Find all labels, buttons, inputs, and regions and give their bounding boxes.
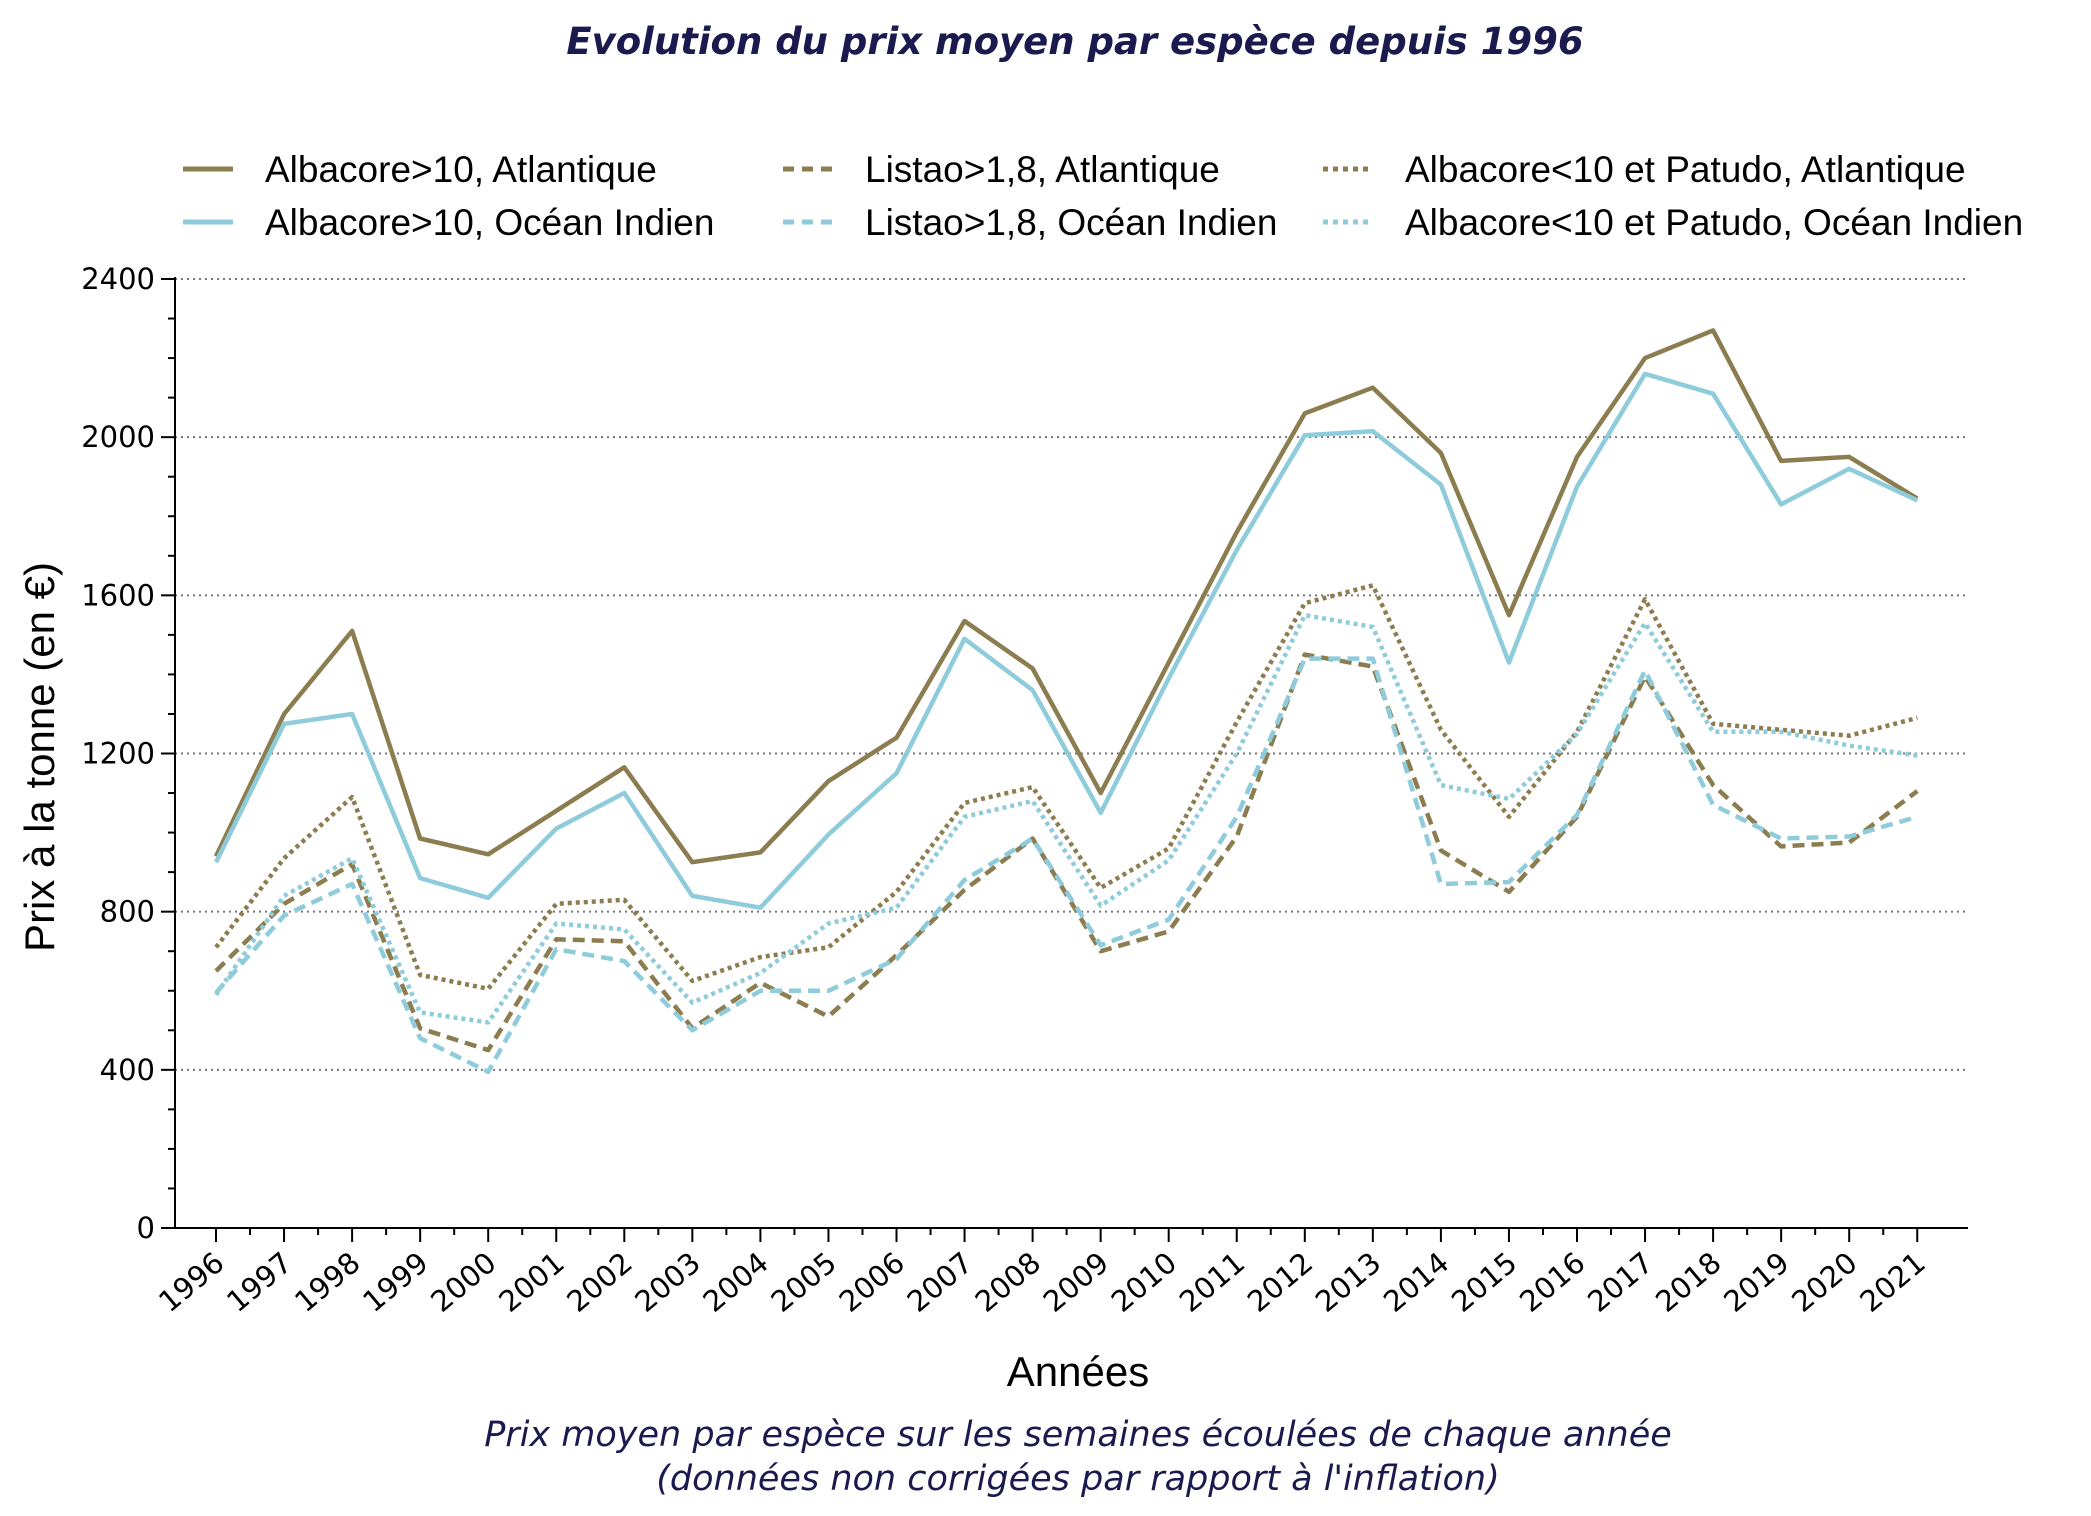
x-tick-label: 2017 bbox=[1581, 1245, 1659, 1318]
x-tick-label: 2020 bbox=[1785, 1245, 1863, 1318]
x-tick-label: 1996 bbox=[152, 1245, 230, 1318]
x-tick-label: 1998 bbox=[288, 1245, 366, 1318]
y-tick-label: 1600 bbox=[81, 578, 155, 612]
x-tick-label: 1999 bbox=[356, 1245, 434, 1318]
subtitle-line-2: (données non corrigées par rapport à l'i… bbox=[656, 1459, 1499, 1499]
legend-label-2: Albacore>10, Océan Indien bbox=[265, 202, 714, 243]
series-line-4 bbox=[214, 656, 1918, 1075]
series-line-5 bbox=[214, 583, 1918, 992]
x-tick-label: 2000 bbox=[424, 1245, 502, 1318]
y-tick-label: 800 bbox=[100, 895, 155, 929]
x-tick-label: 2021 bbox=[1853, 1245, 1931, 1318]
legend-label-6: Albacore<10 et Patudo, Océan Indien bbox=[1405, 202, 2023, 243]
legend-label-3: Listao>1,8, Atlantique bbox=[865, 149, 1220, 190]
gridlines bbox=[175, 278, 1968, 1071]
x-tick-label: 2006 bbox=[833, 1245, 911, 1318]
x-tick-label: 2011 bbox=[1173, 1245, 1251, 1318]
x-axis-label: Années bbox=[1007, 1348, 1149, 1395]
y-tick-label: 0 bbox=[137, 1211, 155, 1245]
x-tick-label: 2002 bbox=[560, 1245, 638, 1318]
legend-label-5: Albacore<10 et Patudo, Atlantique bbox=[1405, 149, 1966, 190]
x-tick-label: 2005 bbox=[765, 1245, 843, 1318]
chart-title: Evolution du prix moyen par espèce depui… bbox=[566, 20, 1583, 63]
x-tick-labels: 1996199719981999200020012002200320042005… bbox=[152, 1245, 1932, 1318]
x-tick-label: 2012 bbox=[1241, 1245, 1319, 1318]
x-tick-label: 2001 bbox=[492, 1245, 570, 1318]
series-line-2 bbox=[213, 371, 1919, 910]
series-line-1 bbox=[213, 328, 1919, 865]
y-tick-label: 1200 bbox=[81, 737, 155, 771]
legend-label-4: Listao>1,8, Océan Indien bbox=[865, 202, 1277, 243]
y-tick-label: 2400 bbox=[81, 262, 155, 296]
y-tick-label: 2000 bbox=[81, 420, 155, 454]
series-lines bbox=[213, 328, 1919, 1075]
x-tick-label: 2003 bbox=[628, 1245, 706, 1318]
y-tick-label: 400 bbox=[100, 1053, 155, 1087]
x-tick-label: 2014 bbox=[1377, 1245, 1455, 1318]
x-tick-label: 2009 bbox=[1037, 1245, 1115, 1318]
x-tick-label: 2010 bbox=[1105, 1245, 1183, 1318]
axes bbox=[161, 277, 1968, 1242]
subtitle-line-1: Prix moyen par espèce sur les semaines é… bbox=[484, 1415, 1672, 1455]
x-tick-label: 2015 bbox=[1445, 1245, 1523, 1318]
x-tick-label: 2008 bbox=[969, 1245, 1047, 1318]
series-line-6 bbox=[214, 612, 1918, 1025]
x-tick-label: 2016 bbox=[1513, 1245, 1591, 1318]
y-axis-label: Prix à la tonne (en €) bbox=[16, 562, 63, 952]
y-tick-labels: 0 400 800 1200 1600 2000 2400 bbox=[81, 262, 155, 1245]
legend: Albacore>10, Atlantique Albacore>10, Océa… bbox=[183, 149, 2023, 243]
x-tick-label: 2007 bbox=[901, 1245, 979, 1318]
x-tick-label: 1997 bbox=[220, 1245, 298, 1318]
legend-label-1: Albacore>10, Atlantique bbox=[265, 149, 657, 190]
x-tick-label: 2013 bbox=[1309, 1245, 1387, 1318]
x-tick-label: 2004 bbox=[697, 1245, 775, 1318]
x-tick-label: 2018 bbox=[1649, 1245, 1727, 1318]
x-tick-label: 2019 bbox=[1717, 1245, 1795, 1318]
